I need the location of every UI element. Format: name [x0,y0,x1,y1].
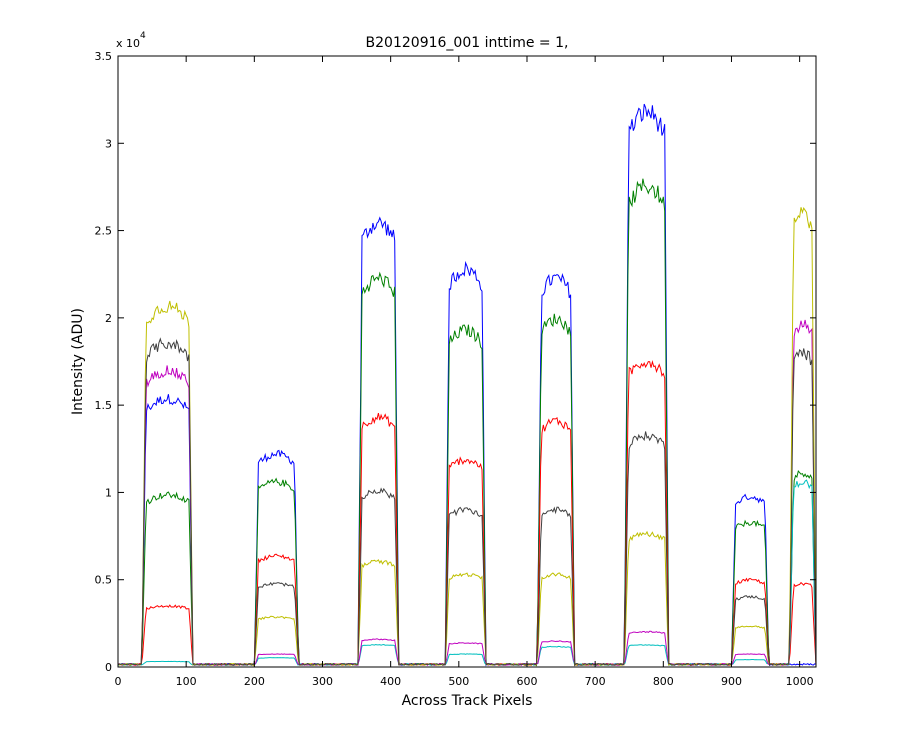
x-tick-label: 300 [312,675,333,688]
y-tick-label: 2 [105,312,112,325]
x-tick-label: 0 [115,675,122,688]
x-axis: 0 100 200 300 400 500 600 700 800 900 1000 [115,56,814,688]
x-tick-label: 200 [244,675,265,688]
y-tick-label: 2.5 [95,225,113,238]
y-tick-label: 0 [105,661,112,674]
y-multiplier-exponent: 4 [140,31,146,41]
y-tick-label: 1 [105,486,112,499]
plot-area [118,56,816,667]
y-axis-label: Intensity (ADU) [70,308,86,415]
x-tick-label: 500 [448,675,469,688]
y-multiplier-label: x 10 [116,37,140,50]
x-tick-label: 700 [585,675,606,688]
chart-title: B20120916_001 inttime = 1, [366,35,569,51]
x-axis-label: Across Track Pixels [402,693,533,709]
x-tick-label: 800 [653,675,674,688]
x-tick-label: 400 [380,675,401,688]
y-tick-label: 0.5 [95,574,113,587]
series-lines [117,103,817,667]
y-tick-label: 3 [105,137,112,150]
x-tick-label: 600 [516,675,537,688]
y-axis: 0 0.5 1 1.5 2 2.5 3 3.5 [95,50,816,674]
x-tick-label: 1000 [786,675,814,688]
x-tick-label: 900 [721,675,742,688]
y-tick-label: 3.5 [95,50,113,63]
x-tick-label: 100 [176,675,197,688]
series-line [117,337,817,667]
y-tick-label: 1.5 [95,399,113,412]
plot-frame [117,55,817,668]
